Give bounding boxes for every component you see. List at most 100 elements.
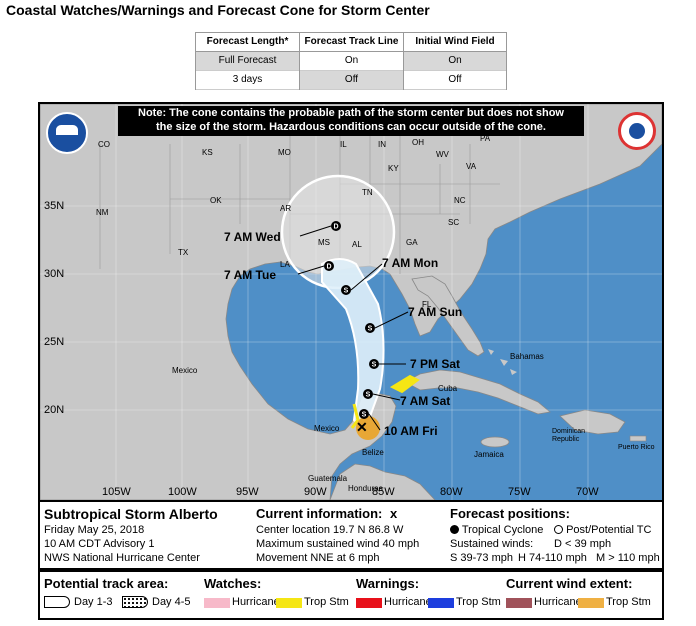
page-title: Coastal Watches/Warnings and Forecast Co… xyxy=(6,2,430,18)
warnings-title: Warnings: xyxy=(356,576,420,591)
land-hispaniola xyxy=(559,409,626,435)
tropical-cyclone-label: Tropical Cyclone xyxy=(461,524,544,536)
day1-3-cone-icon xyxy=(44,596,70,608)
option-full-forecast[interactable]: Full Forecast xyxy=(196,52,299,71)
hollow-circle-icon xyxy=(554,525,563,534)
place-belize: Belize xyxy=(362,448,384,457)
hurricane-warning-label: Hurricane xyxy=(384,596,432,608)
graticule xyxy=(40,104,662,500)
wind-field-header: Initial Wind Field xyxy=(404,33,506,52)
svg-text:S: S xyxy=(366,392,371,399)
lon-75w: 75W xyxy=(508,486,531,498)
state-fl: FL xyxy=(422,300,432,309)
s-scale: S 39-73 mph xyxy=(450,552,513,564)
forecast-points: S S S S S D D xyxy=(324,221,379,419)
svg-text:S: S xyxy=(362,412,367,419)
d-scale: D < 39 mph xyxy=(554,538,612,550)
state-sc: SC xyxy=(448,218,460,227)
cone-note-line-2: the size of the storm. Hazardous conditi… xyxy=(156,121,546,133)
label-7am-mon: 7 AM Mon xyxy=(382,256,439,270)
land-central-america xyxy=(329,463,436,500)
option-track-on[interactable]: On xyxy=(300,52,403,71)
center-location: Center location 19.7 N 86.8 W xyxy=(256,524,404,536)
trop-stm-wind-label: Trop Stm xyxy=(606,596,651,608)
cone-note: Note: The cone contains the probable pat… xyxy=(118,106,584,136)
forecast-length-column: Forecast Length* Full Forecast 3 days xyxy=(196,33,300,90)
place-puerto-rico: Puerto Rico xyxy=(618,444,655,451)
state-ky: KY xyxy=(388,164,399,173)
current-info-title-text: Current information: xyxy=(256,506,383,521)
lon-80w: 80W xyxy=(440,486,463,498)
day4-5-cone-icon xyxy=(122,596,148,608)
movement: Movement NNE at 6 mph xyxy=(256,552,380,564)
day1-3-label: Day 1-3 xyxy=(74,596,113,608)
hurricane-wind-swatch xyxy=(506,598,532,608)
ts-warning-cuba xyxy=(389,374,420,394)
place-jamaica: Jamaica xyxy=(474,450,504,459)
wind-extent-title: Current wind extent: xyxy=(506,576,633,591)
current-x-icon: x xyxy=(390,506,398,521)
storm-name: Subtropical Storm Alberto xyxy=(44,506,218,522)
hurricane-watch-label: Hurricane xyxy=(232,596,280,608)
option-wind-off[interactable]: Off xyxy=(404,71,506,90)
land-cuba xyxy=(404,369,551,415)
forecast-positions-title: Forecast positions: xyxy=(450,506,570,521)
state-pa: PA xyxy=(480,134,491,143)
track-line-column: Forecast Track Line On Off xyxy=(300,33,404,90)
label-10am-fri: 10 AM Fri xyxy=(384,424,438,438)
state-co: CO xyxy=(98,140,110,149)
options-table: Forecast Length* Full Forecast 3 days Fo… xyxy=(195,32,507,90)
state-ok: OK xyxy=(210,196,222,205)
svg-text:S: S xyxy=(368,326,373,333)
svg-text:S: S xyxy=(344,288,349,295)
state-ar: AR xyxy=(280,204,292,213)
place-cuba: Cuba xyxy=(438,384,458,393)
lon-100w: 100W xyxy=(168,486,197,498)
state-ks: KS xyxy=(202,148,213,157)
lat-20n: 20N xyxy=(44,404,65,416)
issuing-center: NWS National Hurricane Center xyxy=(44,552,200,564)
state-nm: NM xyxy=(96,208,109,217)
state-ga: GA xyxy=(406,238,418,247)
forecast-map: ✕ S S S S S D D Note: The cone contains … xyxy=(38,102,664,502)
option-track-off[interactable]: Off xyxy=(300,71,403,90)
option-wind-on[interactable]: On xyxy=(404,52,506,71)
lon-90w: 90W xyxy=(304,486,327,498)
post-tc-legend: Post/Potential TC xyxy=(554,524,651,536)
label-7am-sun: 7 AM Sun xyxy=(408,305,463,319)
advisory-number: 10 AM CDT Advisory 1 xyxy=(44,538,155,550)
land-puerto-rico xyxy=(629,435,647,442)
map-legend: Potential track area: Day 1-3 Day 4-5 Wa… xyxy=(38,570,664,620)
place-mexico-north: Mexico xyxy=(172,366,198,375)
svg-text:D: D xyxy=(326,264,331,271)
hurricane-wind-label: Hurricane xyxy=(534,596,582,608)
lon-95w: 95W xyxy=(236,486,259,498)
trop-stm-wind-swatch xyxy=(578,598,604,608)
cone-note-line-1: Note: The cone contains the probable pat… xyxy=(138,107,564,119)
hurricane-watch-swatch xyxy=(204,598,230,608)
svg-text:D: D xyxy=(333,224,338,231)
lon-105w: 105W xyxy=(102,486,131,498)
place-bahamas: Bahamas xyxy=(510,352,544,361)
state-la: LA xyxy=(280,260,290,269)
trop-stm-watch-label: Trop Stm xyxy=(304,596,349,608)
land-florida xyxy=(411,275,485,357)
state-nc: NC xyxy=(454,196,466,205)
state-oh: OH xyxy=(412,138,424,147)
place-dominican-republic: Dominican Republic xyxy=(552,428,586,443)
post-tc-label: Post/Potential TC xyxy=(566,524,652,536)
sustained-winds-label: Sustained winds: xyxy=(450,538,534,550)
option-3-days[interactable]: 3 days xyxy=(196,71,299,90)
state-in: IN xyxy=(378,140,386,149)
lat-35n: 35N xyxy=(44,200,65,212)
hurricane-warning-swatch xyxy=(356,598,382,608)
forecast-length-header: Forecast Length* xyxy=(196,33,299,52)
land-jamaica xyxy=(480,436,510,448)
wind-field-column: Initial Wind Field On Off xyxy=(404,33,506,90)
svg-text:S: S xyxy=(372,362,377,369)
forecast-label-leaders xyxy=(297,225,409,431)
label-7am-tue: 7 AM Tue xyxy=(224,268,277,282)
nws-emblem-icon xyxy=(629,123,645,139)
info-panel: Subtropical Storm Alberto Friday May 25,… xyxy=(38,502,664,570)
watches-title: Watches: xyxy=(204,576,262,591)
